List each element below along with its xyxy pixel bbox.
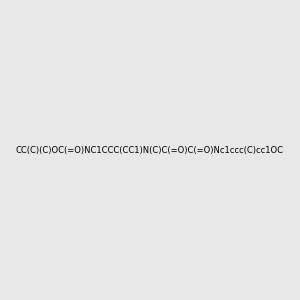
Text: CC(C)(C)OC(=O)NC1CCC(CC1)N(C)C(=O)C(=O)Nc1ccc(C)cc1OC: CC(C)(C)OC(=O)NC1CCC(CC1)N(C)C(=O)C(=O)N… [16, 146, 284, 154]
